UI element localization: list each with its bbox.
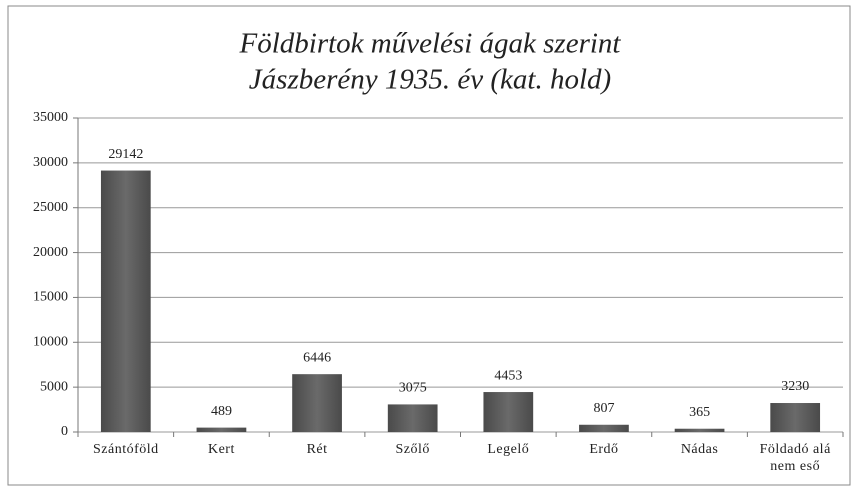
bar <box>483 392 534 432</box>
x-tick-label: Legelő <box>487 442 530 457</box>
x-tick-label: Rét <box>306 442 328 457</box>
y-tick-label: 0 <box>61 424 68 439</box>
y-tick-label: 35000 <box>33 110 68 125</box>
x-tick-label: Nádas <box>680 442 719 457</box>
bar <box>100 170 151 432</box>
y-tick-label: 10000 <box>33 335 68 350</box>
y-tick-label: 30000 <box>33 155 68 170</box>
x-tick-label: Szőlő <box>395 442 430 457</box>
x-tick-label: Kert <box>207 442 235 457</box>
data-label: 29142 <box>108 147 143 162</box>
data-label: 6446 <box>303 350 331 365</box>
chart-title: Földbirtok művelési ágak szerint <box>239 28 622 60</box>
bar <box>196 427 247 432</box>
y-tick-label: 15000 <box>33 290 68 305</box>
bar <box>674 428 725 432</box>
data-label: 807 <box>593 401 614 416</box>
x-tick-label: Erdő <box>589 442 619 457</box>
data-label: 489 <box>211 404 232 419</box>
bar <box>579 424 629 432</box>
data-label: 3230 <box>781 379 809 394</box>
y-tick-label: 25000 <box>33 200 68 215</box>
chart-subtitle: Jászberény 1935. év (kat. hold) <box>249 64 611 96</box>
y-tick-label: 5000 <box>40 379 68 394</box>
x-tick-label: Földadó alá nem eső <box>759 442 831 474</box>
data-label: 365 <box>689 405 710 420</box>
data-label: 4453 <box>494 368 522 383</box>
bar <box>770 403 821 432</box>
data-label: 3075 <box>399 381 427 396</box>
bar <box>387 404 438 432</box>
y-tick-label: 20000 <box>33 245 68 260</box>
x-tick-label: Szántóföld <box>92 442 159 457</box>
bar <box>292 374 342 432</box>
